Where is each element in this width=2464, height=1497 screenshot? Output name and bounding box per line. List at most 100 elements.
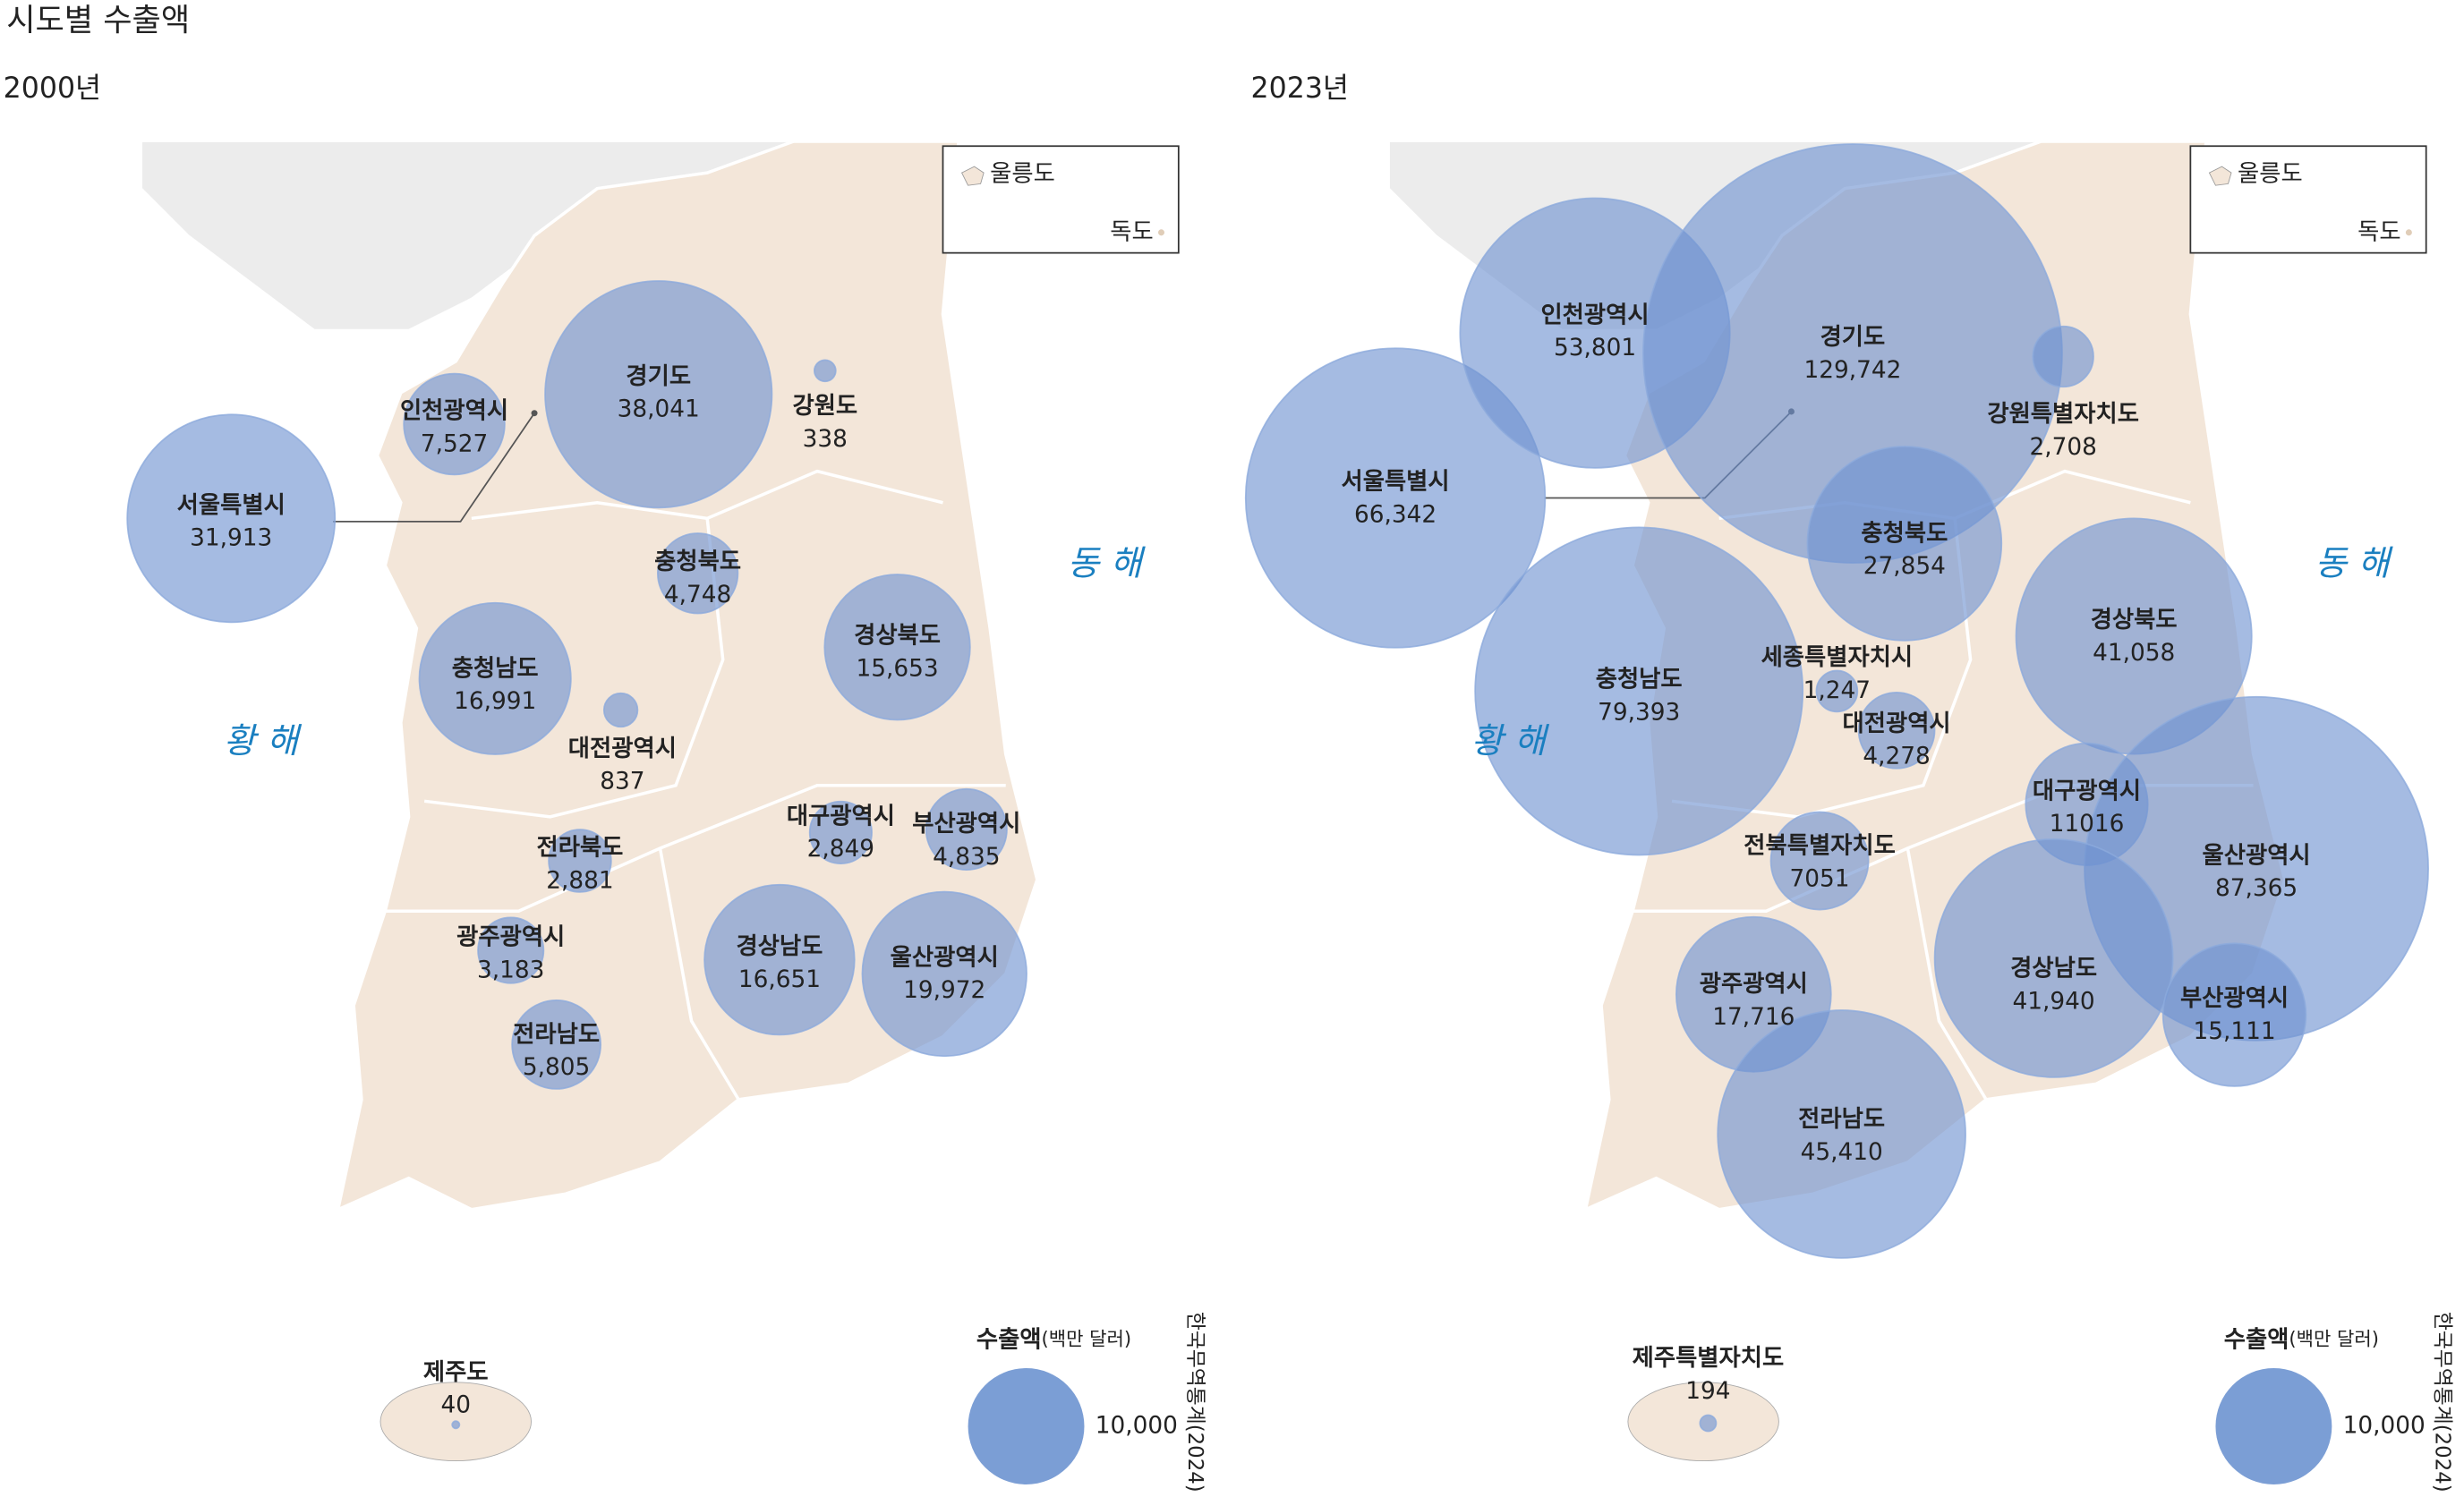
region-value: 4,748 [664, 582, 731, 608]
region-value: 38,041 [618, 396, 700, 423]
region-value: 5,805 [523, 1054, 590, 1081]
region-value: 1,247 [1803, 677, 1871, 704]
region-value: 19,972 [903, 977, 985, 1004]
region-name: 대구광역시 [787, 803, 895, 829]
export-circle [823, 574, 971, 721]
export-circle [602, 692, 639, 728]
legend-value: 10,000 [1096, 1413, 1178, 1440]
export-circle [1769, 811, 1870, 911]
region-name: 전북특별자치도 [1744, 833, 1896, 860]
region-value: 338 [803, 426, 848, 453]
island-label: 독도 [1110, 218, 1153, 245]
export-circle [1699, 1414, 1718, 1433]
legend-circle [2215, 1368, 2332, 1484]
region-name: 충청남도 [1596, 667, 1683, 693]
source: 한국무역통계(2024) [2431, 1312, 2454, 1493]
export-circle [451, 1420, 461, 1430]
export-circle [703, 883, 856, 1036]
export-circle [1815, 669, 1859, 713]
export-circle [1857, 691, 1936, 770]
region-value: 41,058 [2093, 640, 2175, 667]
export-circle [1717, 1009, 1966, 1259]
source: 한국무역통계(2024) [1183, 1312, 1206, 1493]
labels: 서울특별시 66,342 인천광역시 53,801 경기도 129,742 강원특별자치도 2… [1342, 302, 2311, 1405]
region-name: 세종특별자치시 [1761, 644, 1914, 671]
region-name: 강원특별자치도 [1987, 401, 2139, 428]
region-name: 인천광역시 [400, 397, 508, 424]
island-label: 울릉도 [2238, 160, 2303, 187]
region-name: 울산광역시 [2203, 842, 2311, 869]
region-name: 경상남도 [2010, 956, 2097, 982]
title: 시도별 수출액 [6, 3, 190, 39]
region-name: 충청북도 [654, 549, 741, 575]
region-name: 경기도 [1820, 324, 1886, 351]
region-name: 광주광역시 [1700, 971, 1808, 998]
region-name: 전라남도 [513, 1021, 600, 1048]
export-circle [418, 601, 572, 755]
region-name: 충청북도 [1861, 520, 1948, 547]
region-value: 4,278 [1863, 744, 1930, 770]
region-value: 17,716 [1712, 1004, 1795, 1031]
export-circle [2032, 325, 2094, 388]
region-value: 129,742 [1803, 357, 1901, 384]
export-circle [808, 800, 873, 864]
sea-label: 황 해 [1471, 721, 1550, 761]
leader-dot [531, 410, 538, 417]
island-label: 울릉도 [990, 160, 1055, 187]
region-name: 제주특별자치도 [1633, 1345, 1785, 1372]
region-value: 41,940 [2013, 989, 2095, 1016]
region-value: 11016 [2050, 811, 2125, 838]
region-value: 66,342 [1354, 501, 1437, 528]
export-circle [925, 787, 1008, 871]
legend-value: 10,000 [2343, 1413, 2426, 1440]
region-value: 87,365 [2215, 875, 2298, 902]
region-name: 광주광역시 [456, 924, 565, 951]
region-name: 대구광역시 [2033, 778, 2141, 804]
region-value: 837 [600, 769, 644, 795]
region-name: 울산광역시 [891, 944, 999, 971]
region-value: 45,410 [1801, 1139, 1883, 1166]
region-value: 7051 [1790, 866, 1850, 893]
export-circle [1244, 347, 1547, 649]
region-name: 대전광역시 [568, 736, 677, 762]
region-name: 부산광역시 [912, 811, 1020, 838]
region-value: 2,708 [2029, 434, 2096, 461]
region-value: 2,881 [546, 867, 613, 894]
region-value: 3,183 [477, 957, 544, 983]
region-value: 40 [441, 1392, 472, 1419]
region-value: 15,111 [2193, 1018, 2275, 1045]
legend-title: 수출액(백만 달러) [2224, 1326, 2379, 1353]
export-circle [1933, 838, 2174, 1078]
leader-line [333, 413, 535, 523]
sea-label: 동 해 [2315, 543, 2394, 583]
export-circle [656, 532, 739, 615]
region-name: 부산광역시 [2180, 985, 2289, 1012]
island-label: 독도 [2357, 218, 2400, 245]
labels: 서울특별시 31,913 인천광역시 7,527 경기도 38,041 강원도 338 충청북도… [177, 363, 1021, 1419]
region-value: 2,849 [807, 836, 874, 863]
region-value: 4,835 [933, 844, 1000, 871]
region-name: 충청남도 [452, 655, 539, 682]
export-circle [548, 829, 612, 893]
export-circle [1474, 526, 1804, 856]
region-name: 강원도 [792, 393, 857, 420]
sea-label: 동 해 [1068, 543, 1147, 583]
region-value: 27,854 [1863, 553, 1946, 580]
region-name: 제주도 [423, 1359, 489, 1386]
legend-title-main: 수출액 [976, 1326, 1042, 1353]
region-name: 서울특별시 [177, 492, 286, 519]
export-circle [544, 280, 773, 509]
export-circle [477, 916, 545, 984]
region-value: 7,527 [421, 430, 488, 457]
region-value: 16,651 [738, 966, 821, 993]
export-circle [814, 359, 837, 383]
export-circle [861, 890, 1027, 1058]
legend-title: 수출액(백만 달러) [976, 1326, 1131, 1353]
region-value: 53,801 [1554, 335, 1636, 361]
region-name: 전라남도 [1798, 1106, 1885, 1133]
circles [126, 280, 1027, 1430]
region-value: 15,653 [857, 655, 939, 682]
